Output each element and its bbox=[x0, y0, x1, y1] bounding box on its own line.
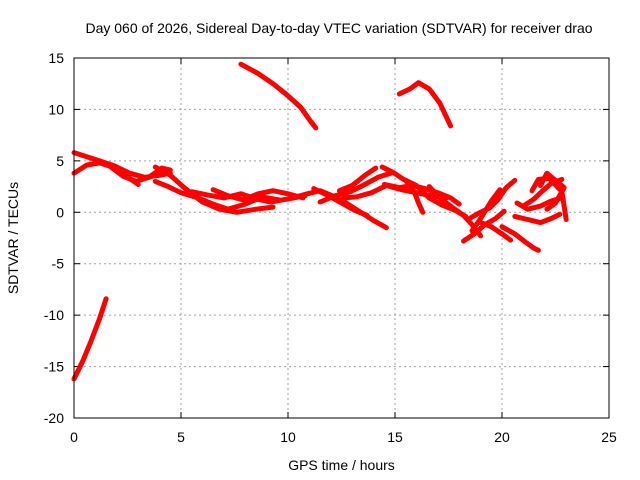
y-tick-label: 5 bbox=[56, 153, 64, 169]
sdtvar-track-21 bbox=[465, 177, 518, 222]
sdtvar-track-22 bbox=[469, 187, 503, 234]
x-tick-label: 5 bbox=[177, 429, 185, 445]
x-tick-label: 15 bbox=[387, 429, 403, 445]
x-tick-label: 10 bbox=[280, 429, 296, 445]
sdtvar-track-23 bbox=[478, 220, 514, 243]
sdtvar-track-01 bbox=[71, 296, 109, 382]
chart-title: Day 060 of 2026, Sidereal Day-to-day VTE… bbox=[85, 20, 592, 36]
sdtvar-track-13 bbox=[317, 170, 394, 205]
y-axis-label: SDTVAR / TECUs bbox=[5, 182, 21, 294]
plot-area bbox=[71, 61, 569, 382]
sdtvar-track-04 bbox=[71, 150, 173, 180]
y-tick-label: -5 bbox=[52, 256, 65, 272]
sdtvar-track-03 bbox=[396, 80, 454, 129]
plot-frame bbox=[73, 57, 610, 419]
sdtvar-track-17 bbox=[381, 182, 462, 207]
sdtvar-track-14 bbox=[336, 165, 379, 194]
sdtvar-track-10 bbox=[210, 187, 306, 203]
x-axis-label: GPS time / hours bbox=[288, 457, 395, 473]
y-tick-label: 0 bbox=[56, 204, 64, 220]
sdtvar-track-18 bbox=[403, 177, 426, 215]
y-tick-label: -15 bbox=[44, 359, 64, 375]
grid-lines bbox=[74, 58, 609, 418]
x-tick-label: 25 bbox=[601, 429, 617, 445]
y-tick-label: 10 bbox=[48, 101, 64, 117]
sdtvar-track-02 bbox=[238, 61, 319, 131]
sdtvar-track-29 bbox=[529, 175, 569, 222]
sdtvar-track-24 bbox=[499, 224, 541, 253]
x-tick-label: 20 bbox=[494, 429, 510, 445]
sdtvar-track-25 bbox=[512, 211, 563, 226]
sdtvar-track-28 bbox=[538, 170, 567, 212]
y-tick-label: 15 bbox=[48, 50, 64, 66]
y-tick-label: -20 bbox=[44, 410, 64, 426]
sdtvar-track-12 bbox=[311, 186, 370, 218]
x-tick-label: 0 bbox=[70, 429, 78, 445]
y-tick-label: -10 bbox=[44, 307, 64, 323]
sdtvar-track-06 bbox=[105, 162, 173, 184]
